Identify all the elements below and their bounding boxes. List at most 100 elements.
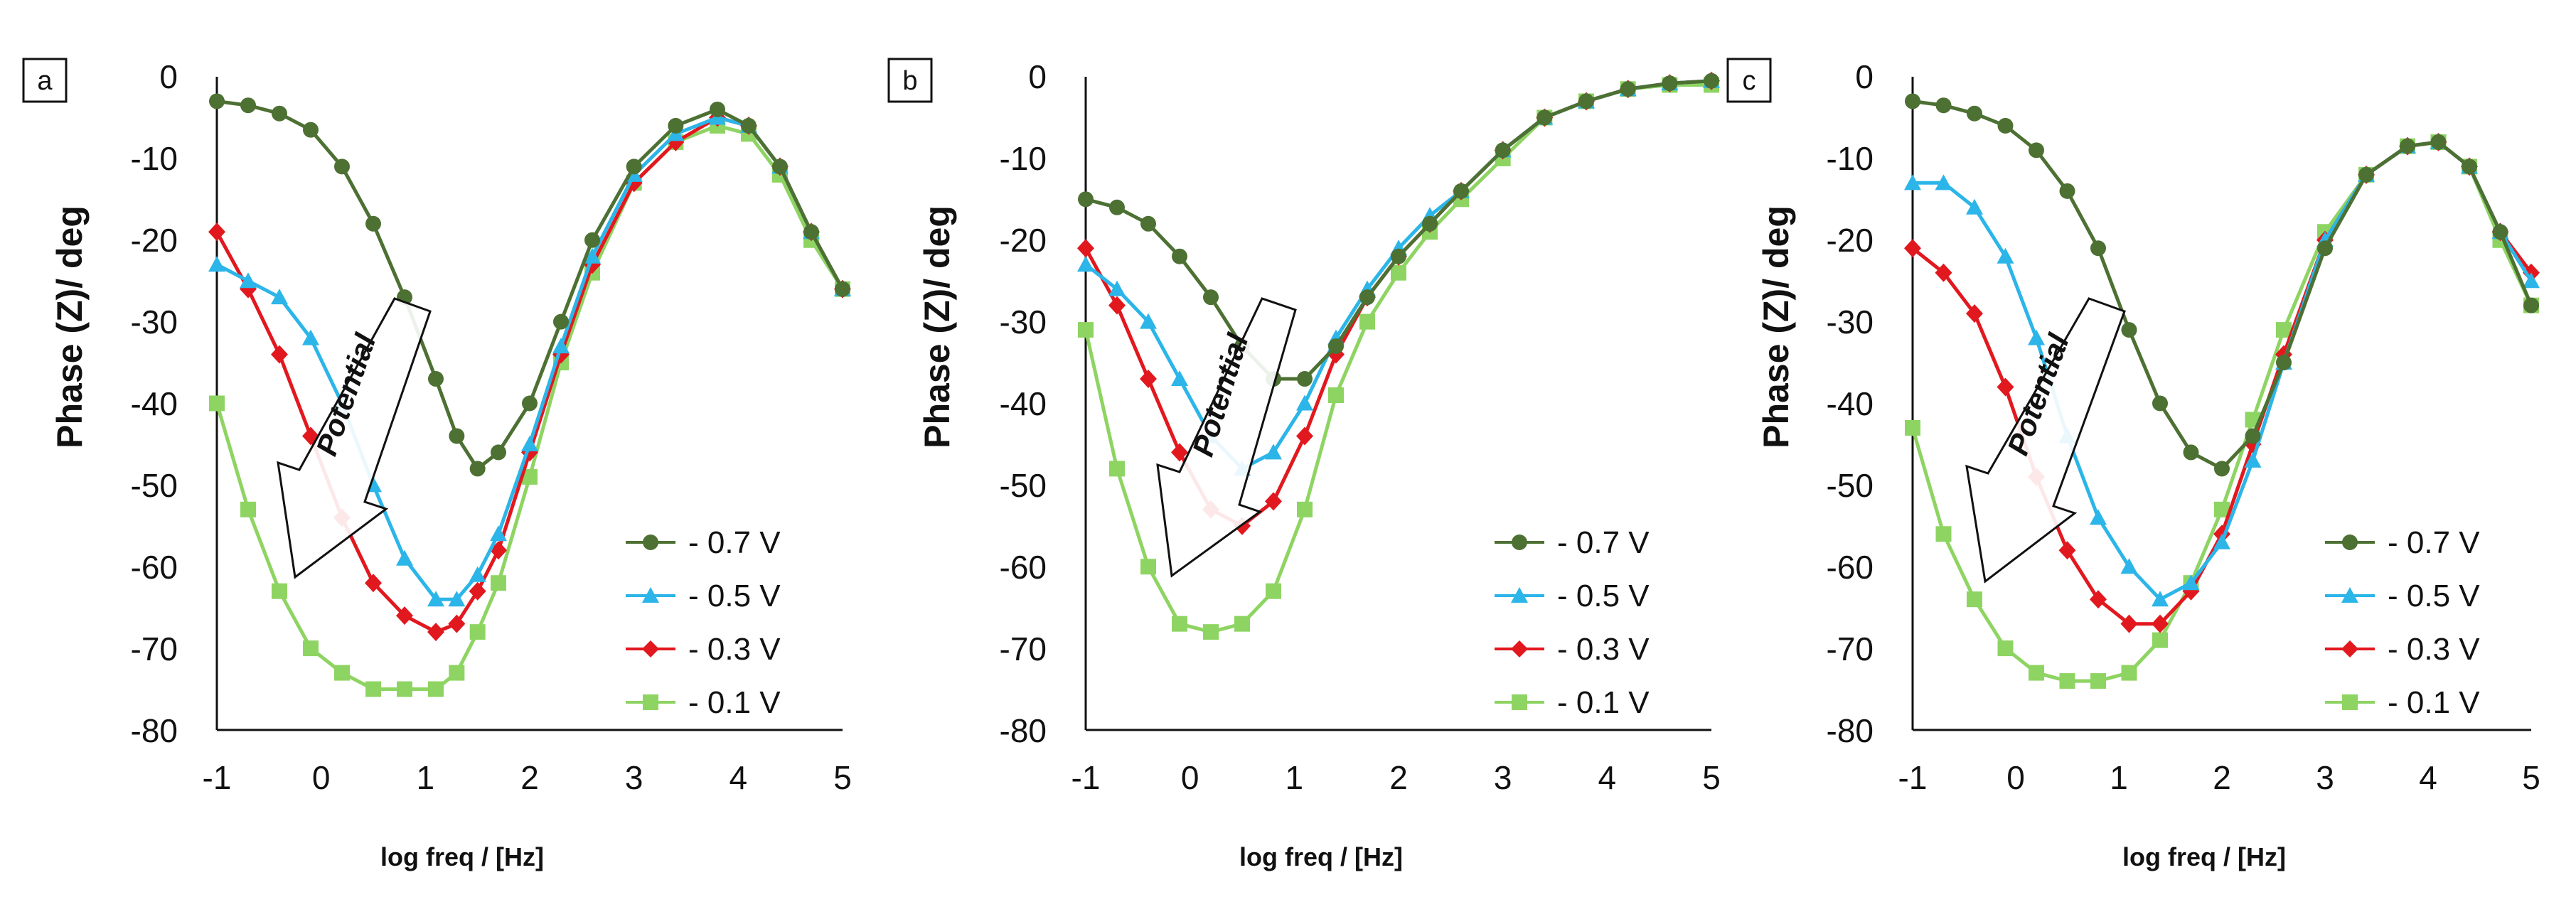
panel-b-ytick: -20	[1000, 222, 1047, 259]
data-point	[449, 428, 465, 444]
panel-b-ytick: -70	[1000, 630, 1047, 667]
panel-c-xtick: 5	[2522, 759, 2540, 796]
legend-marker	[1511, 640, 1528, 657]
panel-c-ytick: -80	[1827, 712, 1874, 749]
data-point	[469, 624, 486, 640]
panel-a-xtick: -1	[203, 759, 232, 796]
data-point	[209, 93, 225, 109]
legend-label: - 0.7 V	[1557, 525, 1650, 560]
data-point	[1453, 183, 1469, 199]
data-point	[1997, 117, 2014, 134]
data-point	[302, 329, 319, 345]
data-point	[1359, 289, 1375, 306]
data-point	[271, 345, 288, 364]
data-point	[303, 122, 319, 138]
data-point	[1078, 191, 1094, 208]
data-point	[2090, 590, 2107, 609]
data-point	[803, 224, 819, 240]
data-point	[2214, 461, 2230, 477]
data-point	[2430, 134, 2447, 150]
data-point	[2028, 329, 2045, 345]
data-point	[365, 215, 381, 232]
panel-c-ylabel: Phase (Z)/ deg	[1756, 205, 1796, 448]
legend-marker	[2342, 535, 2358, 550]
data-point	[427, 623, 444, 642]
panel-b-xtick: 5	[1702, 759, 1721, 796]
data-point	[303, 640, 319, 657]
data-point	[1997, 377, 2014, 397]
panel-a-letter: a	[37, 66, 53, 96]
data-point	[2152, 591, 2169, 607]
data-point	[334, 665, 350, 681]
data-point	[1265, 492, 1282, 511]
panel-a-letter-box	[22, 58, 68, 103]
data-point	[2358, 166, 2374, 183]
data-point	[552, 338, 570, 354]
panel-c-xtick: 2	[2213, 759, 2231, 796]
data-point	[2059, 673, 2075, 689]
data-point	[396, 606, 413, 625]
panel-a-ytick: 0	[159, 58, 178, 95]
data-point	[2523, 272, 2540, 289]
data-point	[1077, 239, 1094, 258]
potential-arrow-shape	[1156, 297, 1297, 578]
data-point	[2182, 574, 2200, 591]
legend-label: - 0.7 V	[2388, 525, 2480, 560]
panel-b-ytick: -30	[1000, 304, 1047, 340]
data-point	[1171, 370, 1188, 387]
data-point	[1359, 313, 1375, 330]
data-point	[835, 281, 850, 297]
data-point	[1391, 264, 1406, 281]
data-point	[1266, 583, 1281, 599]
data-point	[1297, 371, 1313, 387]
series-line	[1912, 100, 2533, 471]
panel-a-ytick: -40	[131, 385, 178, 422]
panel-a-ytick: -70	[131, 630, 178, 667]
legend-marker	[1511, 587, 1528, 603]
data-point	[272, 583, 287, 599]
data-point	[240, 97, 256, 114]
legend-marker	[2341, 640, 2358, 657]
data-point	[2244, 451, 2262, 468]
data-point	[1536, 109, 1553, 126]
panel-a-ytick: -20	[131, 222, 178, 259]
panel-b-xlabel: log freq / [Hz]	[1239, 842, 1403, 871]
data-point	[2276, 355, 2292, 371]
data-point	[1109, 461, 1125, 477]
panel-c-xtick: -1	[1898, 759, 1928, 796]
data-point	[2090, 509, 2107, 525]
data-point	[1328, 387, 1344, 404]
data-point	[427, 591, 444, 607]
data-point	[491, 575, 506, 591]
panel-b-legend: - 0.7 V - 0.5 V - 0.3 V - 0.1 V	[1495, 525, 1650, 720]
legend-label: - 0.1 V	[2388, 685, 2480, 720]
data-point	[2029, 665, 2044, 681]
data-point	[772, 159, 788, 175]
panel-c-ytick: -40	[1827, 385, 1874, 422]
data-point	[1935, 97, 1952, 114]
data-point	[469, 461, 486, 477]
data-point	[2492, 224, 2508, 240]
data-point	[2120, 614, 2138, 633]
legend-label: - 0.1 V	[688, 685, 781, 720]
data-point	[2213, 533, 2230, 549]
data-point	[1662, 75, 1678, 92]
panel-b-ylabel: Phase (Z)/ deg	[917, 205, 957, 448]
data-point	[448, 591, 466, 607]
panel-a-ytick: -80	[131, 712, 178, 749]
data-point	[2090, 240, 2106, 257]
panel-b-xtick: 1	[1286, 759, 1304, 796]
data-point	[1077, 256, 1094, 272]
data-point	[1078, 322, 1094, 338]
data-point	[584, 247, 601, 264]
panel-a-xtick: 1	[417, 759, 435, 796]
panel-c-xtick: 3	[2316, 759, 2334, 796]
panel-c-ytick: -50	[1827, 467, 1874, 504]
panel-b-xtick: 3	[1494, 759, 1512, 796]
panel-a-potential-arrow: Potential	[277, 297, 432, 579]
data-point	[334, 159, 350, 175]
panel-b: b Phase (Z)/ deg log freq / [Hz] 0 -10 -…	[887, 58, 1721, 871]
panel-c-xtick: 4	[2419, 759, 2437, 796]
legend-marker	[2342, 694, 2358, 710]
